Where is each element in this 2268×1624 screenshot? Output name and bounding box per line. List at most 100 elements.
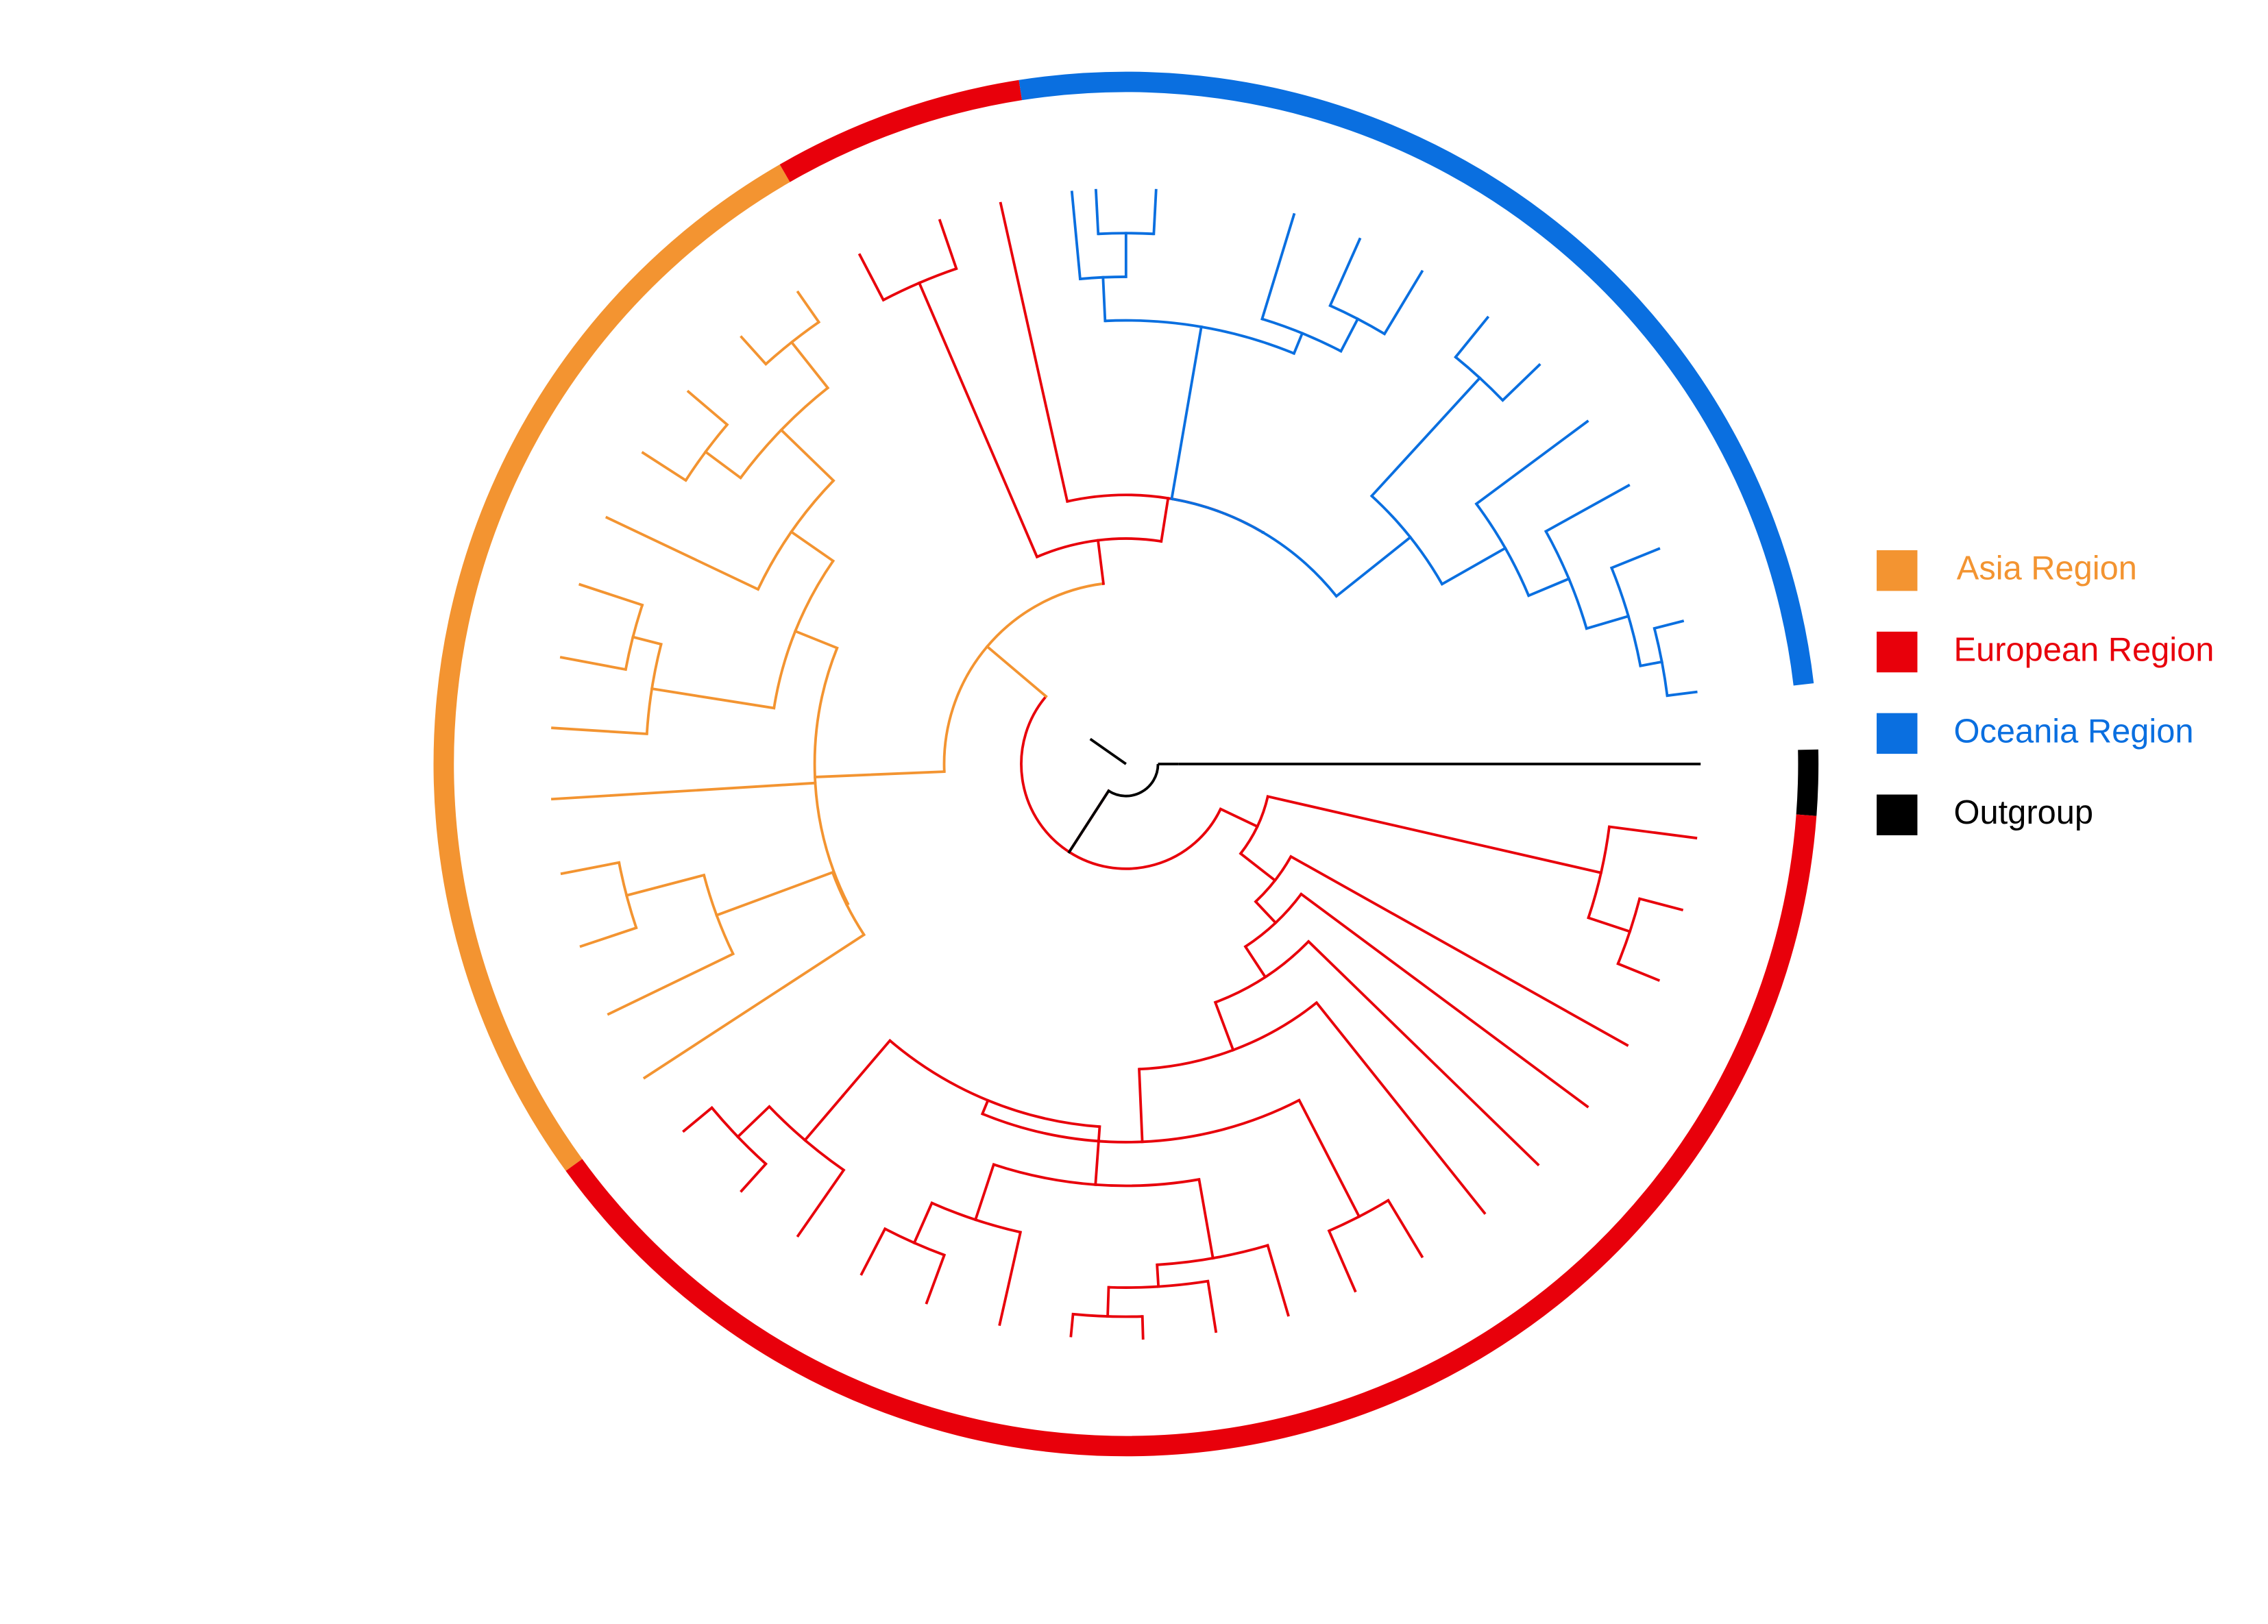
region-arc xyxy=(565,814,1817,1457)
branch xyxy=(790,340,830,390)
branch xyxy=(1382,269,1424,336)
branch-arc xyxy=(981,1098,1300,1144)
branch xyxy=(1156,1263,1160,1288)
branch xyxy=(1306,939,1540,1167)
branch-arc xyxy=(1244,893,1302,948)
branch xyxy=(1585,614,1631,630)
branch xyxy=(1369,376,1482,498)
branch-arc xyxy=(768,1105,845,1172)
branch-arc xyxy=(1239,796,1269,854)
branch-arc xyxy=(1653,628,1669,696)
branch xyxy=(1197,1177,1215,1260)
branch-arc xyxy=(757,480,835,590)
branch-arc xyxy=(684,423,729,482)
branch-arc xyxy=(1475,503,1531,596)
branch xyxy=(789,530,836,563)
branch xyxy=(560,861,621,876)
branch-arc xyxy=(1108,1279,1208,1289)
legend-label: Outgroup xyxy=(1954,794,2093,831)
branch xyxy=(607,952,735,1016)
branch xyxy=(1243,944,1267,979)
branch xyxy=(686,389,729,427)
branch xyxy=(578,582,644,607)
branch xyxy=(980,1098,990,1116)
legend-label: Oceania Region xyxy=(1954,713,2194,750)
region-arc xyxy=(433,164,790,1171)
branch xyxy=(1440,546,1507,587)
branch xyxy=(1206,1279,1218,1333)
branch xyxy=(605,515,760,591)
branch xyxy=(1339,317,1360,354)
branch xyxy=(814,770,946,778)
legend-label: European Region xyxy=(1954,631,2215,668)
branch xyxy=(917,281,1039,559)
branch xyxy=(912,1201,934,1245)
branch-arc xyxy=(1544,530,1588,629)
branch-arc xyxy=(1036,537,1162,558)
legend-label: Asia Region xyxy=(1957,550,2137,587)
root-stub xyxy=(1089,737,1127,765)
branch-arc xyxy=(1454,356,1504,402)
branch xyxy=(631,635,663,646)
branch xyxy=(559,656,628,672)
branch xyxy=(624,873,706,898)
branch xyxy=(793,629,839,650)
branch xyxy=(1069,1312,1075,1338)
branch-arc xyxy=(1371,495,1443,585)
branch xyxy=(1653,619,1685,630)
branch xyxy=(998,1230,1023,1327)
branch xyxy=(550,781,817,801)
branch xyxy=(650,687,776,710)
branch-arc xyxy=(739,386,829,479)
branch-arc xyxy=(1098,232,1154,236)
branch xyxy=(682,1105,714,1133)
branch-arc xyxy=(931,1201,1021,1234)
branch xyxy=(1637,897,1684,912)
branch-arc xyxy=(884,1227,945,1257)
branch xyxy=(1160,496,1170,543)
branch xyxy=(735,1105,772,1139)
branch xyxy=(1299,892,1589,1109)
branch xyxy=(859,1227,887,1276)
branch xyxy=(1454,315,1490,359)
branch xyxy=(1094,1125,1101,1186)
branch xyxy=(1666,690,1698,698)
branch xyxy=(985,644,1048,698)
branch-arc xyxy=(813,647,849,905)
branch xyxy=(1152,188,1158,236)
branch xyxy=(641,451,688,482)
branch xyxy=(1616,961,1661,982)
region-arc xyxy=(779,79,1023,182)
branch xyxy=(1138,1068,1144,1144)
region-arc xyxy=(1796,749,1819,816)
legend-swatch xyxy=(1877,550,1918,591)
branch xyxy=(551,726,648,736)
branch xyxy=(1289,854,1629,1047)
branch-arc xyxy=(1587,826,1611,918)
legend-swatch xyxy=(1877,794,1918,835)
branch xyxy=(1500,362,1541,402)
branch xyxy=(779,428,836,483)
branch-arc xyxy=(942,582,1104,772)
legend-swatch xyxy=(1877,713,1918,754)
branch xyxy=(1239,851,1277,883)
branch xyxy=(1386,1198,1424,1259)
branch-arc xyxy=(1157,1244,1269,1266)
branch-arc xyxy=(889,1039,1100,1129)
branch xyxy=(703,450,743,480)
tree xyxy=(550,188,1701,1340)
branch xyxy=(1067,789,1111,854)
branch-arc xyxy=(1261,317,1342,353)
branch xyxy=(1266,795,1603,874)
branch xyxy=(803,1094,845,1142)
region-arc xyxy=(1019,71,1814,686)
branch xyxy=(1607,825,1698,840)
branch xyxy=(938,219,958,271)
branch xyxy=(840,1038,892,1098)
branch xyxy=(1170,325,1203,501)
branch xyxy=(740,1161,768,1193)
branch xyxy=(1292,331,1304,356)
branch-arc xyxy=(618,862,638,928)
